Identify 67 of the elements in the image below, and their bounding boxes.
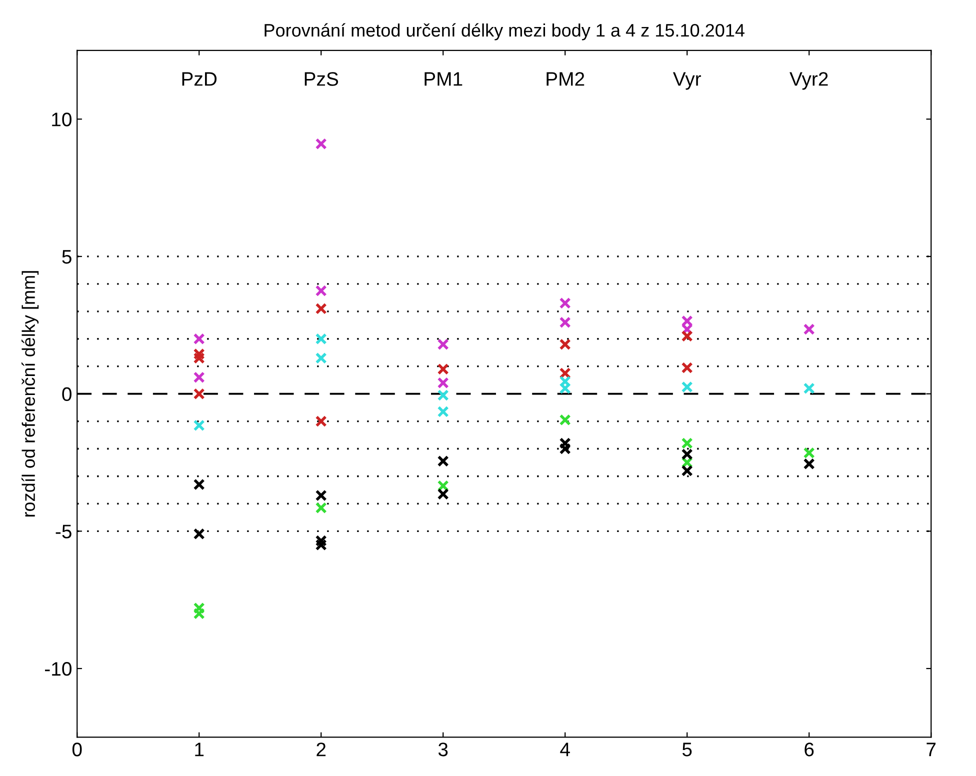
y-axis-title: rozdíl od referenční délky [mm] bbox=[22, 271, 39, 517]
point bbox=[681, 381, 693, 393]
point bbox=[803, 323, 815, 336]
point bbox=[193, 478, 205, 490]
x-tick-label: 2 bbox=[316, 742, 326, 756]
point bbox=[193, 602, 205, 614]
y-tick-label: -5 bbox=[56, 524, 72, 538]
point bbox=[193, 372, 205, 384]
point bbox=[803, 382, 815, 394]
point bbox=[315, 352, 327, 364]
x-tick-label: 1 bbox=[195, 742, 204, 756]
point bbox=[193, 420, 205, 432]
point bbox=[437, 406, 449, 418]
point bbox=[681, 362, 693, 374]
point bbox=[681, 315, 693, 327]
point bbox=[559, 297, 571, 309]
point bbox=[193, 348, 205, 360]
x-tick-label: 7 bbox=[926, 742, 936, 756]
annotation: PzD bbox=[182, 72, 217, 86]
annotation: PM1 bbox=[424, 72, 462, 86]
point bbox=[315, 490, 327, 502]
point bbox=[315, 416, 327, 428]
point bbox=[437, 363, 449, 375]
x-tick-label: 5 bbox=[682, 742, 692, 756]
point bbox=[437, 377, 449, 389]
chart-title: Porovnání metod určení délky mezi body 1 a 4 z 15.10.2014 bbox=[264, 23, 744, 40]
point bbox=[559, 316, 571, 328]
point bbox=[315, 302, 327, 314]
point bbox=[803, 458, 815, 470]
point bbox=[315, 138, 327, 150]
point bbox=[193, 333, 205, 345]
point bbox=[193, 528, 205, 540]
y-tick-label: 10 bbox=[52, 112, 72, 126]
x-tick-label: 0 bbox=[72, 742, 82, 756]
x-tick-label: 4 bbox=[560, 742, 570, 756]
point bbox=[803, 447, 815, 459]
point bbox=[193, 608, 205, 620]
point bbox=[559, 414, 571, 426]
point bbox=[437, 338, 449, 350]
y-tick-label: 5 bbox=[62, 250, 72, 264]
point bbox=[437, 488, 449, 500]
point bbox=[437, 455, 449, 467]
point bbox=[315, 502, 327, 514]
point bbox=[315, 285, 327, 297]
x-tick-label: 6 bbox=[804, 742, 814, 756]
point bbox=[681, 448, 693, 460]
annotation: Vyr bbox=[672, 72, 701, 90]
point bbox=[559, 437, 571, 450]
point bbox=[681, 437, 693, 450]
y-tick-label: -10 bbox=[45, 662, 72, 676]
point bbox=[681, 330, 693, 342]
point bbox=[315, 539, 327, 551]
y-tick-label: 0 bbox=[62, 387, 72, 402]
point bbox=[559, 442, 571, 455]
point bbox=[559, 382, 571, 394]
point bbox=[193, 352, 205, 364]
annotation: Vyr2 bbox=[790, 72, 828, 90]
point bbox=[681, 464, 693, 477]
annotation: PM2 bbox=[546, 72, 584, 86]
x-tick-label: 3 bbox=[438, 742, 448, 756]
point bbox=[437, 389, 449, 401]
point bbox=[559, 338, 571, 350]
point bbox=[559, 376, 571, 388]
point bbox=[315, 333, 327, 345]
point bbox=[193, 388, 205, 400]
annotation: PzS bbox=[304, 72, 338, 86]
point bbox=[315, 535, 327, 547]
